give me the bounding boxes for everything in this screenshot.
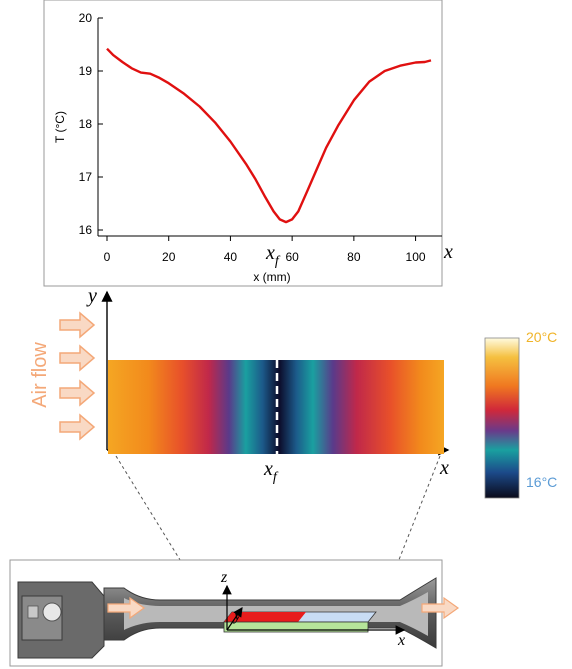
x-axis-label: x (mm) [253, 270, 290, 284]
projection-line-right [371, 455, 441, 629]
x-tick-label: 0 [104, 250, 111, 264]
airflow-arrow [59, 413, 96, 441]
x-axis-symbol: x [443, 241, 453, 263]
airflow-arrow [59, 311, 96, 339]
apparatus-z-label: z [220, 569, 228, 586]
fan-mount [27, 605, 39, 619]
x-ticks: 0 20 40 60 80 100 [104, 236, 426, 264]
y-tick-label: 20 [79, 11, 93, 25]
y-tick-label: 19 [79, 64, 93, 78]
airflow-label: Air flow [29, 342, 51, 408]
series-line [106, 47, 432, 224]
x-tick-label: 100 [406, 250, 426, 264]
apparatus-x-label: x [397, 632, 405, 649]
map-y-label: y [86, 285, 97, 307]
y-tick-label: 16 [79, 223, 93, 237]
x-tick-label: 80 [347, 250, 361, 264]
plate-base [223, 621, 369, 633]
airflow-arrows [59, 311, 96, 441]
xf-label: xf [265, 242, 281, 269]
heated-zone [224, 612, 306, 622]
apparatus-y-axis [226, 607, 243, 631]
chart-frame [43, 0, 443, 287]
outlet-flow-arrow [421, 596, 460, 620]
y-tick-label: 18 [79, 117, 93, 131]
x-tick-label: 40 [224, 250, 238, 264]
fan-motor-icon [42, 602, 62, 622]
map-x-label: x [439, 457, 449, 479]
map-xf-label: xf [263, 458, 279, 485]
inlet-flow-arrow [107, 596, 146, 620]
y-ticks: 16 17 18 19 20 [79, 11, 103, 237]
apparatus-y-label: y [232, 607, 242, 624]
y-axis-label: T (°C) [53, 111, 67, 143]
colorbar-max-label: 20°C [526, 329, 557, 345]
wind-tunnel-apparatus: z y x [9, 559, 460, 667]
x-tick-label: 60 [285, 250, 299, 264]
x-tick-label: 20 [162, 250, 176, 264]
colorbar [484, 337, 520, 499]
airflow-arrow [59, 379, 96, 407]
y-tick-label: 17 [79, 170, 93, 184]
thermal-map-panel: y x xf Air flow 20°C 16°C [29, 285, 557, 629]
colorbar-min-label: 16°C [526, 474, 557, 490]
airflow-arrow [59, 344, 96, 372]
